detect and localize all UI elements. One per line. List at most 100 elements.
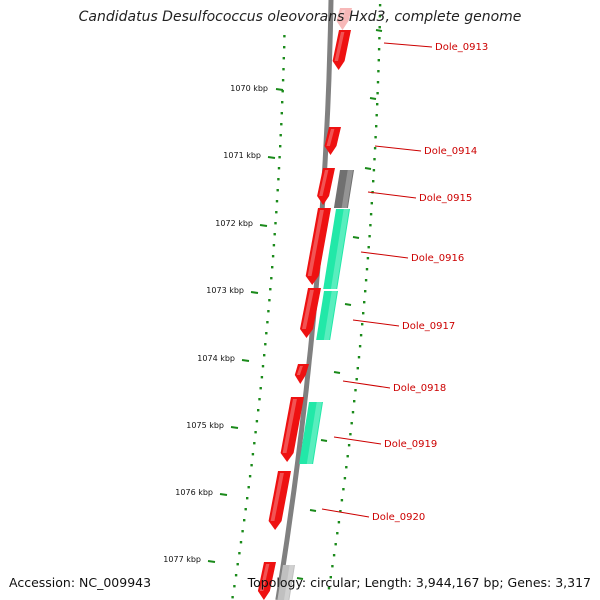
outer-ring-dot bbox=[327, 587, 331, 590]
outer-ring-dot bbox=[369, 213, 373, 216]
gene-label-dole-0917[interactable]: Dole_0917 bbox=[402, 321, 455, 332]
genome-title: Candidatus Desulfococcus oleovorans Hxd3… bbox=[78, 9, 522, 25]
topology-summary: Topology: circular; Length: 3,944,167 bp… bbox=[247, 575, 591, 590]
inner-ring-dot bbox=[273, 233, 276, 236]
inner-ring-dot bbox=[258, 398, 261, 401]
inner-ring-dot bbox=[247, 486, 250, 489]
kbp-tick bbox=[267, 156, 276, 159]
gene-dole-0920[interactable] bbox=[268, 471, 291, 530]
scale-label-1072: 1072 kbp bbox=[215, 219, 253, 228]
gene-label-dole-0915[interactable]: Dole_0915 bbox=[419, 193, 472, 204]
outer-ring-dot bbox=[376, 92, 379, 95]
inner-ring-dot bbox=[271, 266, 274, 269]
inner-ring-dot bbox=[281, 79, 285, 82]
inner-ring-dot bbox=[244, 508, 247, 511]
scale-label-1074: 1074 kbp bbox=[197, 354, 235, 363]
outer-ring-dot bbox=[332, 554, 336, 557]
outer-tick bbox=[333, 371, 341, 374]
inner-ring-dot bbox=[277, 167, 281, 170]
genes bbox=[257, 8, 354, 600]
outer-ring-dot bbox=[372, 169, 376, 172]
inner-ring-dot bbox=[257, 409, 260, 412]
gene-dole-0917-cds[interactable] bbox=[316, 291, 338, 340]
outer-ring-dot bbox=[349, 433, 352, 436]
gene-dole-0916[interactable] bbox=[305, 208, 331, 285]
outer-ring-dot bbox=[329, 576, 332, 579]
gene-dole-0921[interactable] bbox=[257, 562, 276, 600]
gene-label-dole-0918[interactable]: Dole_0918 bbox=[393, 383, 446, 394]
outer-ring-dot bbox=[377, 70, 380, 73]
scale-label-1071: 1071 kbp bbox=[223, 151, 261, 160]
gene-dole-0915[interactable] bbox=[317, 168, 335, 205]
outer-ring-dot bbox=[343, 477, 347, 480]
kbp-tick bbox=[207, 560, 216, 563]
outer-ring-dot bbox=[378, 26, 381, 29]
gene-label-dole-0920[interactable]: Dole_0920 bbox=[372, 512, 425, 523]
inner-ring-dot bbox=[246, 497, 249, 500]
inner-ring-dot bbox=[281, 90, 284, 93]
outer-ring-dot bbox=[373, 158, 376, 161]
inner-ring-dot bbox=[269, 288, 272, 291]
inner-ring-dot bbox=[261, 365, 265, 368]
outer-tick bbox=[320, 439, 328, 442]
gene-dole-0913-faded[interactable] bbox=[336, 8, 353, 30]
outer-ring-dot bbox=[358, 345, 362, 348]
inner-ring-dot bbox=[280, 112, 283, 115]
gene-label-dole-0914[interactable]: Dole_0914 bbox=[424, 146, 477, 157]
outer-tick bbox=[344, 303, 352, 306]
gene-dole-0921-cds[interactable] bbox=[277, 565, 295, 600]
gene-dole-0918[interactable] bbox=[294, 364, 309, 384]
label-leader-line bbox=[333, 436, 382, 445]
outer-ring-dot bbox=[368, 235, 371, 238]
inner-ring-dot bbox=[275, 211, 278, 214]
inner-ring-dot bbox=[278, 156, 281, 159]
outer-ring-dot bbox=[362, 312, 365, 315]
gene-dole-0919[interactable] bbox=[280, 397, 304, 462]
inner-ring-dot bbox=[280, 123, 283, 126]
inner-ring-dot bbox=[265, 332, 268, 335]
outer-tick bbox=[309, 509, 317, 512]
outer-ring-dot bbox=[355, 378, 358, 381]
inner-ring-dot bbox=[279, 145, 282, 148]
gene-label-dole-0913[interactable]: Dole_0913 bbox=[435, 42, 488, 53]
gene-label-dole-0919[interactable]: Dole_0919 bbox=[384, 439, 437, 450]
gene-dole-0916-cds[interactable] bbox=[323, 209, 350, 289]
scale-label-1070: 1070 kbp bbox=[230, 84, 268, 93]
inner-ring-dot bbox=[231, 596, 234, 599]
outer-ring-dot bbox=[340, 499, 344, 502]
inner-ring-dot bbox=[234, 574, 238, 577]
gene-label-dole-0916[interactable]: Dole_0916 bbox=[411, 253, 464, 264]
label-leader-line bbox=[374, 145, 422, 152]
outer-ring-dot bbox=[345, 466, 348, 469]
inner-ring-dot bbox=[276, 189, 279, 192]
gene-dole-0917[interactable] bbox=[300, 288, 321, 338]
inner-ring-dot bbox=[243, 519, 246, 522]
gene-dole-0913[interactable] bbox=[332, 30, 351, 70]
inner-ring-dot bbox=[241, 530, 244, 533]
gene-dole-0915-rna[interactable] bbox=[333, 170, 354, 208]
outer-ring-dot bbox=[375, 125, 378, 128]
outer-ring-dot bbox=[374, 136, 377, 139]
inner-ring-dot bbox=[281, 101, 284, 104]
inner-ring-dot bbox=[271, 255, 275, 258]
inner-ring-dot bbox=[259, 387, 262, 390]
scale-label-1075: 1075 kbp bbox=[186, 421, 224, 430]
inner-ring-dot bbox=[253, 442, 256, 445]
outer-ring-dot bbox=[369, 224, 372, 227]
gene-dole-0919-cds[interactable] bbox=[299, 402, 323, 464]
inner-ring-dot bbox=[268, 299, 271, 302]
label-leaders bbox=[321, 42, 433, 518]
scale-dots bbox=[231, 4, 382, 599]
outer-ring-dot bbox=[364, 279, 368, 282]
outer-ring-dot bbox=[334, 543, 337, 546]
scale-ticks bbox=[207, 29, 383, 580]
outer-ring-dot bbox=[353, 400, 356, 403]
outer-ring-dot bbox=[366, 257, 370, 260]
label-leader-line bbox=[383, 42, 433, 48]
outer-ring-dot bbox=[376, 103, 379, 106]
outer-ring-dot bbox=[339, 510, 342, 513]
gene-dole-0914[interactable] bbox=[324, 127, 342, 155]
outer-ring-dot bbox=[361, 323, 364, 326]
label-leader-line bbox=[342, 380, 391, 389]
